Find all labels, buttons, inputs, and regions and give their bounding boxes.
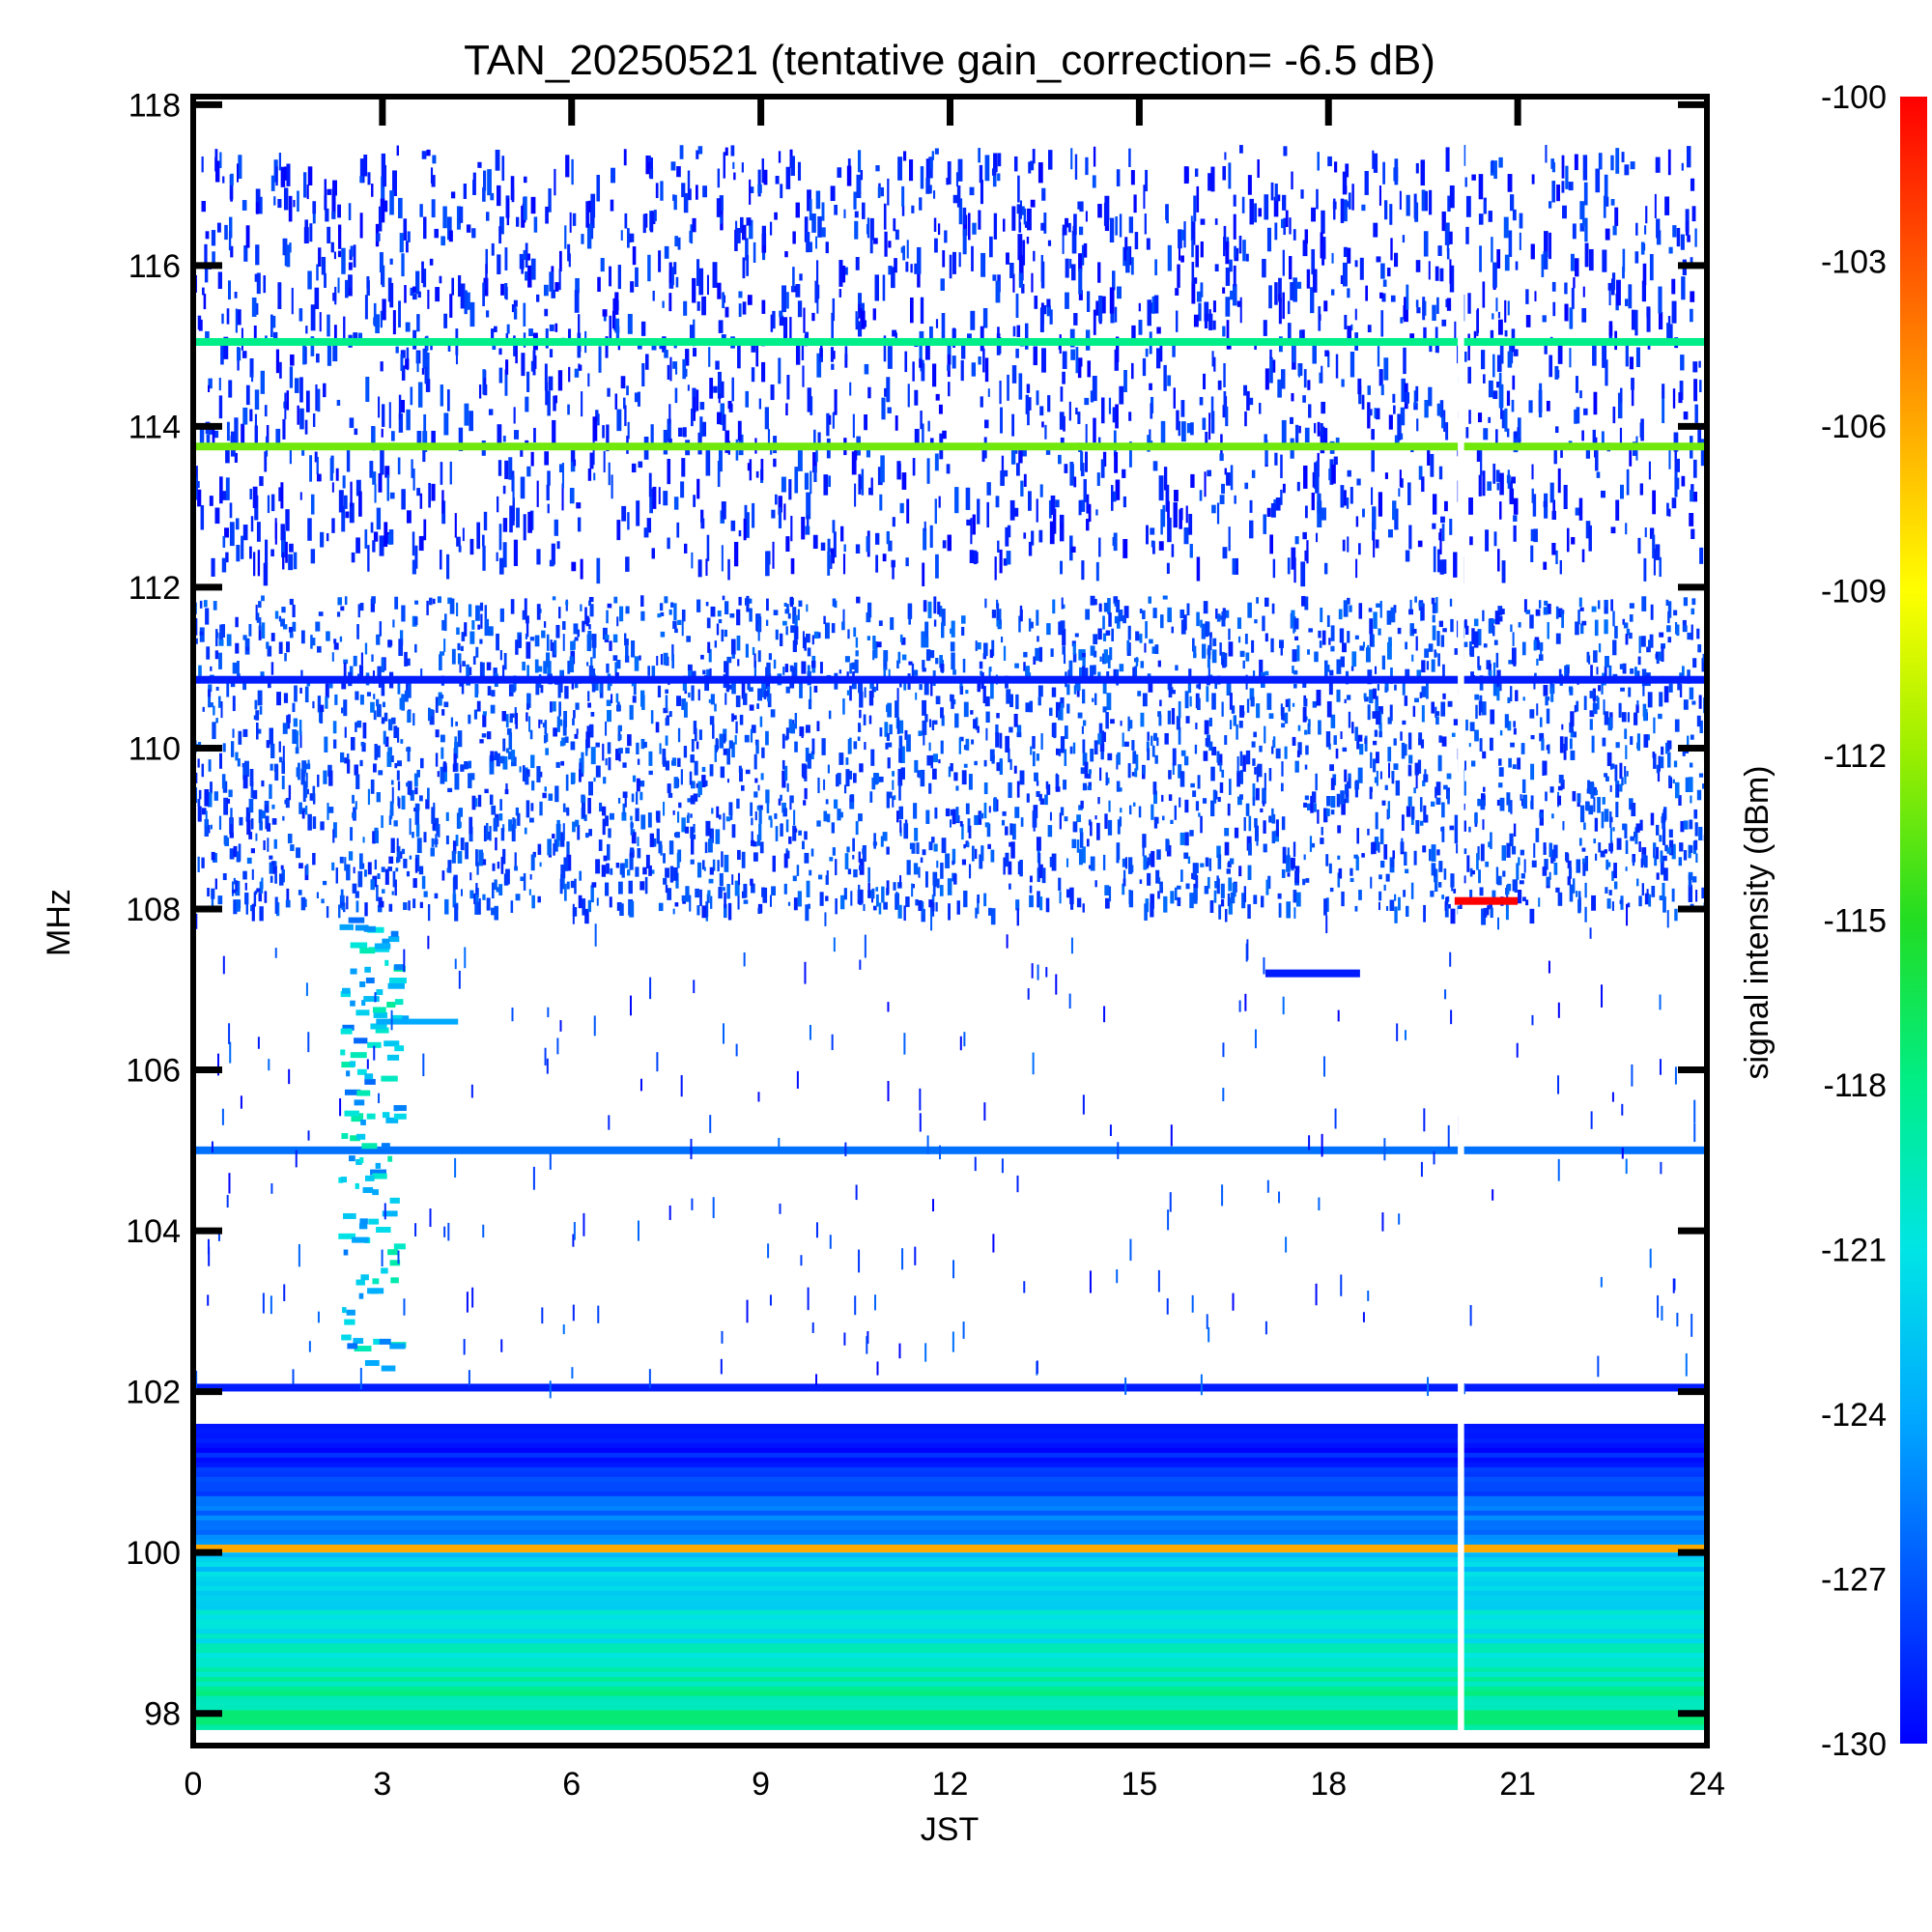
colorbar-ticks: -100 -103 -106 -109 -112 -115 -118 -121 -124 -127… xyxy=(1821,79,1887,1763)
data-gap xyxy=(1458,909,1464,1746)
colorbar-tick-label: -109 xyxy=(1821,574,1887,611)
colorbar xyxy=(1900,97,1927,1744)
heatmap-area xyxy=(193,136,1707,1746)
colorbar-tick-label: -118 xyxy=(1823,1067,1887,1104)
event-0 xyxy=(1454,896,1519,905)
y-tick-label: 114 xyxy=(128,409,181,445)
band-1 xyxy=(193,144,1707,587)
colorbar-tick-label: -124 xyxy=(1821,1397,1887,1434)
y-tick-label: 110 xyxy=(128,730,181,767)
x-tick-label: 21 xyxy=(1499,1766,1536,1803)
x-tick-label: 0 xyxy=(185,1766,203,1803)
band-0 xyxy=(193,595,1707,926)
colorbar-tick-label: -115 xyxy=(1823,903,1887,940)
line-4 xyxy=(193,1383,1707,1392)
line-1 xyxy=(193,442,1707,451)
x-tick-label: 3 xyxy=(373,1766,391,1803)
y-tick-label: 106 xyxy=(126,1053,181,1090)
band-3 xyxy=(193,1552,1707,1730)
x-axis: 0 3 6 9 12 15 18 21 24 xyxy=(185,97,1725,1803)
x-tick-label: 6 xyxy=(562,1766,581,1803)
line-5 xyxy=(193,1544,1707,1552)
y-axis: 98 100 102 104 106 108 110 112 114 116 118 xyxy=(126,87,1707,1733)
y-tick-label: 98 xyxy=(144,1696,181,1733)
x-tick-label: 12 xyxy=(932,1766,969,1803)
event-1 xyxy=(1264,969,1360,978)
y-tick-label: 116 xyxy=(128,248,181,285)
colorbar-tick-label: -103 xyxy=(1821,244,1887,281)
event-2 xyxy=(338,917,459,1372)
y-tick-label: 112 xyxy=(128,570,181,607)
y-axis-title: MHz xyxy=(41,889,77,956)
x-tick-label: 18 xyxy=(1310,1766,1347,1803)
data-gap-upper xyxy=(1458,136,1464,894)
colorbar-tick-label: -130 xyxy=(1821,1726,1887,1763)
line-2 xyxy=(193,675,1707,684)
line-3 xyxy=(193,1146,1707,1154)
x-tick-label: 24 xyxy=(1689,1766,1725,1803)
x-axis-title: JST xyxy=(921,1811,979,1848)
colorbar-title: signal intensity (dBm) xyxy=(1739,765,1776,1079)
colorbar-tick-label: -121 xyxy=(1821,1233,1887,1269)
y-tick-label: 104 xyxy=(126,1213,181,1250)
colorbar-tick-label: -106 xyxy=(1821,409,1887,445)
y-tick-label: 118 xyxy=(128,87,181,124)
chart-title: TAN_20250521 (tentative gain_correction=… xyxy=(464,37,1435,84)
y-tick-label: 100 xyxy=(126,1535,181,1572)
y-tick-label: 102 xyxy=(126,1375,181,1411)
y-tick-label: 108 xyxy=(126,892,181,928)
colorbar-tick-label: -127 xyxy=(1821,1562,1887,1599)
colorbar-tick-label: -112 xyxy=(1823,738,1887,775)
colorbar-tick-label: -100 xyxy=(1821,79,1887,116)
x-tick-label: 9 xyxy=(752,1766,770,1803)
x-tick-label: 15 xyxy=(1121,1766,1157,1803)
line-0 xyxy=(193,337,1707,346)
band-2 xyxy=(193,1423,1707,1546)
sparse-detections xyxy=(195,901,1696,1399)
